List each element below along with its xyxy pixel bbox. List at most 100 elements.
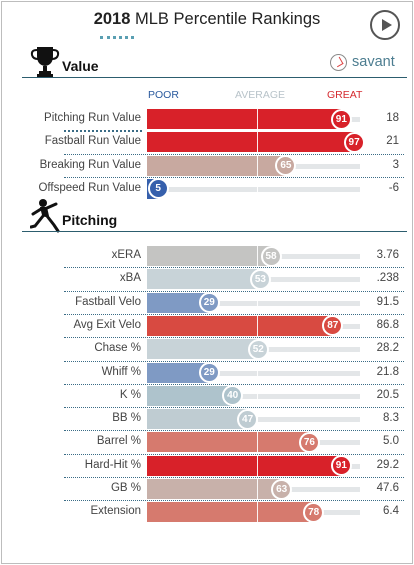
row-stat-value: 29.2 (376, 458, 399, 471)
row-label: Barrel % (96, 435, 141, 448)
percentile-bubble[interactable]: 78 (303, 501, 325, 523)
row-stat-value: 6.4 (383, 505, 399, 518)
row-separator (64, 153, 404, 155)
row-label: Chase % (94, 342, 141, 355)
row-stat-value: 20.5 (376, 388, 399, 401)
percentile-bubble[interactable]: 65 (275, 155, 297, 177)
row-label: Pitching Run Value (44, 112, 141, 124)
play-button[interactable] (370, 10, 400, 40)
average-marker (257, 479, 258, 499)
percentile-bar (147, 269, 260, 290)
scale-great-label: GREAT (327, 89, 363, 101)
row-separator (64, 477, 404, 478)
row-label: GB % (110, 482, 141, 494)
average-marker (257, 315, 258, 336)
percentile-bubble[interactable]: 40 (222, 385, 244, 407)
average-marker (257, 455, 258, 476)
average-marker (257, 178, 258, 199)
row-label: Whiff % (101, 365, 141, 378)
row-separator (64, 500, 404, 502)
row-stat-value: 47.6 (376, 482, 399, 494)
percentile-bubble[interactable]: 52 (247, 338, 269, 360)
row-stat-value: 86.8 (376, 318, 399, 331)
page-title: 2018 MLB Percentile Rankings (0, 10, 414, 29)
pitching-section-title: Pitching (62, 212, 118, 228)
title-year: 2018 (93, 10, 131, 28)
title-text: MLB Percentile Rankings (135, 10, 321, 28)
row-separator (64, 407, 404, 409)
row-stat-value: 3 (392, 158, 399, 171)
average-marker (257, 155, 258, 176)
percentile-track (147, 300, 360, 306)
row-separator (64, 313, 404, 315)
value-section-rule (22, 77, 407, 78)
percentile-bar (147, 155, 286, 176)
row-label: Avg Exit Velo (73, 318, 141, 331)
row-label: Hard-Hit % (84, 458, 141, 471)
percentile-bubble[interactable]: 97 (343, 131, 365, 153)
value-section-title: Value (62, 58, 99, 74)
percentile-bubble[interactable]: 29 (198, 292, 220, 314)
scale-poor-label: POOR (148, 89, 179, 101)
percentile-track (147, 186, 360, 192)
row-label: Extension (90, 505, 141, 518)
percentile-bubble[interactable]: 58 (260, 245, 282, 267)
percentile-bubble[interactable]: 5 (147, 178, 169, 200)
row-stat-value: 18 (386, 112, 399, 124)
average-marker (257, 132, 258, 153)
percentile-bar (147, 479, 282, 499)
percentile-bar (147, 409, 248, 430)
percentile-bubble[interactable]: 29 (198, 362, 220, 383)
row-label: K % (119, 388, 141, 401)
percentile-bar (147, 432, 309, 453)
pitching-section-rule (22, 231, 407, 232)
row-stat-value: 21 (386, 135, 399, 148)
row-stat-value: 28.2 (376, 342, 399, 355)
percentile-bar (147, 109, 341, 129)
percentile-bar (147, 315, 333, 336)
row-separator (64, 430, 404, 432)
row-separator (64, 453, 404, 455)
percentile-bubble[interactable]: 91 (330, 108, 352, 130)
percentile-bubble[interactable]: 63 (271, 478, 293, 500)
row-separator (64, 290, 404, 292)
average-marker (257, 502, 258, 523)
average-marker (257, 109, 258, 129)
pitching-section-header: Pitching (22, 198, 407, 238)
percentile-bubble[interactable]: 47 (237, 408, 259, 430)
row-label: xBA (119, 272, 141, 285)
percentile-bar (147, 502, 314, 523)
row-label: Fastball Velo (75, 295, 141, 308)
row-separator (64, 267, 404, 269)
percentile-track (147, 393, 360, 399)
savant-brand: savant (352, 54, 395, 70)
percentile-bar (147, 339, 258, 360)
row-stat-value: 8.3 (383, 412, 399, 425)
row-label: Fastball Run Value (44, 135, 141, 148)
row-label: xERA (111, 249, 141, 261)
row-stat-value: 21.8 (376, 365, 399, 378)
percentile-bar (147, 455, 341, 476)
value-section-header: Value savant (22, 44, 407, 84)
percentile-bubble[interactable]: 76 (298, 431, 320, 453)
row-separator (64, 337, 404, 339)
percentile-bar (147, 132, 354, 153)
title-underline (100, 36, 134, 39)
row-label: Offspeed Run Value (38, 181, 141, 194)
row-separator (64, 176, 404, 178)
row-stat-value: 5.0 (383, 435, 399, 448)
scale-average-label: AVERAGE (235, 89, 285, 101)
average-marker (257, 362, 258, 383)
percentile-bubble[interactable]: 91 (330, 455, 352, 477)
percentile-bar (147, 362, 209, 383)
row-label: Breaking Run Value (39, 158, 141, 171)
row-stat-value: 3.76 (376, 249, 399, 261)
percentile-bar (147, 246, 271, 266)
average-marker (257, 385, 258, 406)
percentile-bubble[interactable]: 87 (322, 315, 344, 337)
row-label: BB % (112, 412, 141, 425)
percentile-bubble[interactable]: 53 (249, 268, 271, 290)
row-separator (64, 130, 142, 133)
row-stat-value: 91.5 (376, 295, 399, 308)
